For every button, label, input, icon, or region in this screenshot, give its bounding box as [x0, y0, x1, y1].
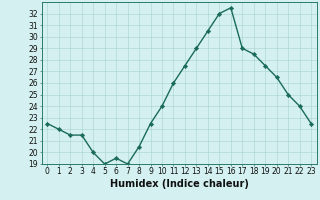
X-axis label: Humidex (Indice chaleur): Humidex (Indice chaleur) — [110, 179, 249, 189]
